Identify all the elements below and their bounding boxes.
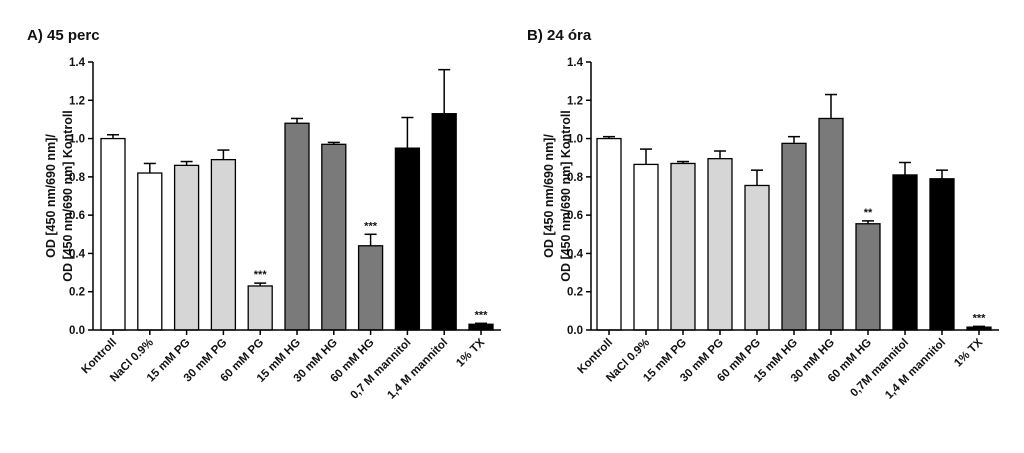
significance-label: *** — [475, 309, 489, 321]
y-tick-label: 0.8 — [69, 172, 86, 184]
bar — [284, 122, 310, 331]
significance-label: *** — [973, 312, 987, 324]
bar — [137, 172, 163, 331]
bar — [781, 142, 807, 331]
y-tick-label: 0.6 — [567, 210, 583, 222]
x-tick-label: 1% TX — [952, 336, 985, 369]
y-tick-label: 1.4 — [567, 57, 584, 69]
bar — [855, 223, 881, 331]
y-tick-label: 1.0 — [69, 134, 85, 146]
y-tick-label: 0.8 — [567, 172, 584, 184]
y-axis-label: OD [450 nm/690 nm] Kontroll — [61, 110, 75, 282]
y-axis-label: OD [450 nm/690 nm] Kontroll — [559, 110, 573, 282]
y-tick-label: 0.0 — [69, 325, 85, 337]
chart-panel-b: B) 24 óra OD [450 nm/690 nm]/OD [450 nm/6… — [512, 0, 1024, 453]
bar — [321, 143, 347, 331]
y-tick-label: 0.2 — [567, 287, 583, 299]
bar — [929, 178, 955, 331]
bar — [633, 163, 659, 331]
bar — [100, 137, 126, 331]
bar — [468, 323, 494, 331]
bar — [818, 117, 844, 331]
bar — [394, 147, 421, 331]
bar-chart-a: A) 45 perc OD [450 nm/690 nm]/OD [450 nm/… — [27, 27, 501, 402]
significance-label: ** — [864, 207, 873, 219]
y-tick-label: 0.2 — [69, 287, 85, 299]
chart-title: A) 45 perc — [27, 27, 100, 44]
bar — [596, 137, 622, 331]
bar — [670, 162, 696, 331]
y-tick-label: 1.0 — [567, 134, 583, 146]
y-tick-label: 0.6 — [69, 210, 85, 222]
bar — [431, 113, 457, 331]
y-tick-label: 0.0 — [567, 325, 583, 337]
bar-chart-b: B) 24 óra OD [450 nm/690 nm]/OD [450 nm/6… — [527, 27, 999, 402]
y-tick-label: 1.4 — [69, 57, 86, 69]
chart-panel-a: A) 45 perc OD [450 nm/690 nm]/OD [450 nm/… — [27, 27, 501, 402]
significance-label: *** — [254, 269, 268, 281]
significance-label: *** — [364, 220, 378, 232]
chart-title: B) 24 óra — [527, 27, 592, 44]
y-tick-label: 0.4 — [69, 248, 86, 260]
bar — [357, 245, 384, 331]
bar — [707, 158, 733, 331]
y-tick-label: 0.4 — [567, 248, 584, 260]
bar — [173, 164, 200, 331]
bar — [210, 158, 237, 331]
x-tick-label: 1% TX — [454, 336, 487, 369]
bar — [744, 184, 770, 331]
y-axis-label: OD [450 nm/690 nm]/ — [542, 134, 556, 258]
y-tick-label: 1.2 — [567, 95, 583, 107]
bar — [247, 285, 273, 331]
y-tick-label: 1.2 — [69, 95, 85, 107]
y-axis-label: OD [450 nm/690 nm]/ — [44, 134, 58, 258]
bar — [892, 174, 918, 331]
